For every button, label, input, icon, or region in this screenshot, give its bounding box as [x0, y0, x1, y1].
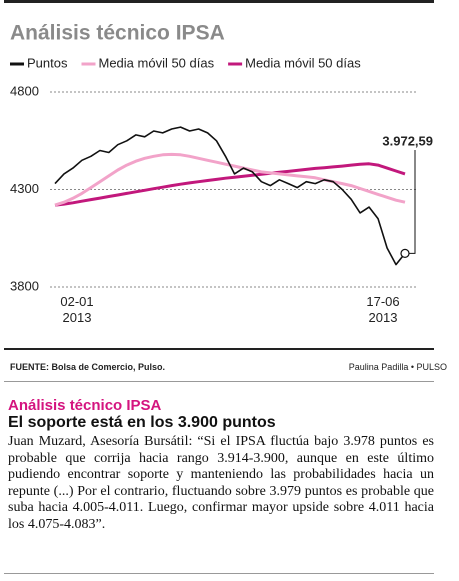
body-text: Juan Muzard, Asesoría Bursátil: “Si el I… [8, 434, 434, 532]
kicker: Análisis técnico IPSA [8, 397, 162, 414]
line-series [54, 126, 406, 266]
legend-label: Media móvil 50 días [245, 55, 361, 70]
rule [4, 348, 434, 350]
rule [4, 573, 434, 574]
x-tick-label: 17-06 2013 [366, 294, 400, 325]
annotation-leader [409, 150, 416, 254]
source: FUENTE: Bolsa de Comercio, Pulso. [10, 362, 166, 372]
value-label: 3.972,59 [382, 133, 433, 148]
y-tick-label: 4800 [10, 83, 39, 98]
x-tick-label: 02-01 2013 [60, 294, 94, 325]
legend-label: Puntos [27, 55, 68, 70]
line-series [54, 162, 406, 207]
legend-label: Media móvil 50 días [98, 55, 214, 70]
y-tick-label: 3800 [10, 278, 39, 293]
headline: El soporte está en los 3.900 puntos [8, 414, 276, 431]
end-marker [400, 248, 410, 258]
top-rule [4, 0, 434, 3]
credit: Paulina Padilla • PULSO [348, 362, 447, 372]
chart-title: Análisis técnico IPSA [10, 22, 225, 45]
rule [4, 381, 434, 382]
y-tick-label: 4300 [10, 181, 39, 196]
